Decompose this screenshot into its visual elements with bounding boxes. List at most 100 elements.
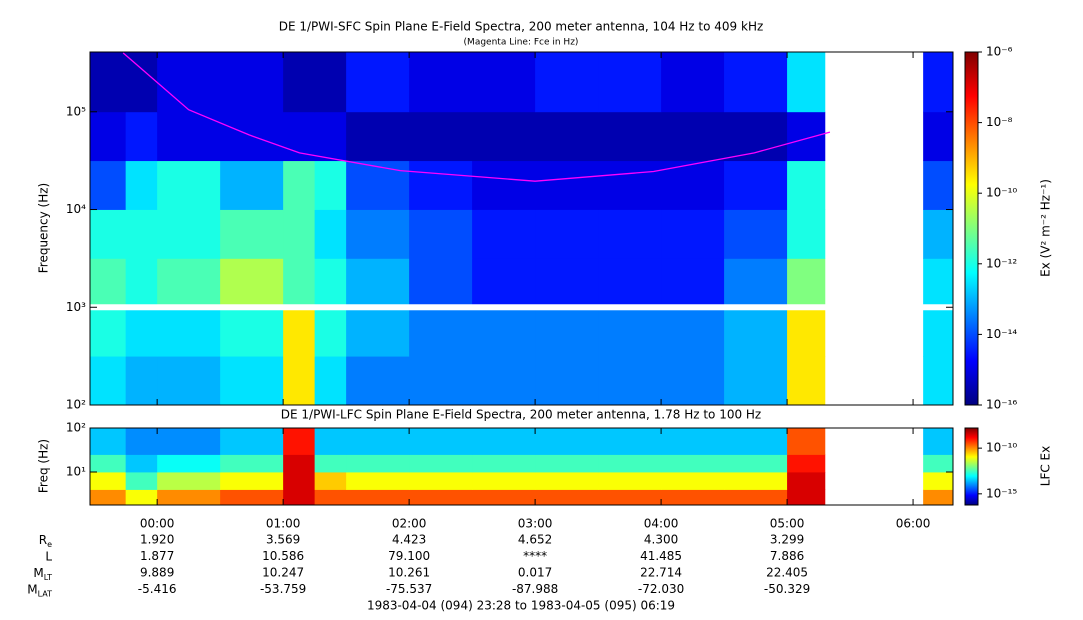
heatmap-cell <box>157 258 221 308</box>
heatmap-cell <box>220 209 284 259</box>
ephemeris-value: 3.299 <box>770 533 804 547</box>
heatmap-cell <box>661 472 725 490</box>
row-label-sub: LT <box>44 573 52 582</box>
ephemeris-value: 4.300 <box>644 533 678 547</box>
ephemeris-value: 4.423 <box>392 533 426 547</box>
heatmap-cell <box>472 52 536 113</box>
heatmap-cell <box>409 356 473 406</box>
heatmap-cell <box>283 472 316 490</box>
heatmap-cell <box>90 489 127 506</box>
heatmap-cell <box>923 258 954 308</box>
heatmap-cell <box>283 209 316 259</box>
x-tick-label: 02:00 <box>392 517 427 531</box>
heatmap-cell <box>661 454 725 473</box>
heatmap-cell <box>598 356 662 406</box>
y-axis-label: Freq (Hz) <box>37 439 51 493</box>
heatmap-cell <box>598 258 662 308</box>
ephemeris-value: 1.920 <box>140 533 174 547</box>
heatmap-cell <box>923 111 954 162</box>
ephemeris-value: 10.586 <box>262 549 304 563</box>
ephemeris-value: -72.030 <box>638 582 684 596</box>
heatmap-cell <box>125 472 158 490</box>
heatmap-cell <box>472 209 536 259</box>
y-tick-label: 10⁴ <box>66 202 86 216</box>
heatmap-cell <box>409 472 473 490</box>
ephemeris-value: -53.759 <box>260 582 306 596</box>
ephemeris-value: -87.988 <box>512 582 558 596</box>
heatmap-cell <box>125 489 158 506</box>
heatmap-cell <box>535 454 599 473</box>
heatmap-cell <box>787 307 826 357</box>
y-axis-label: Frequency (Hz) <box>37 183 51 274</box>
heatmap-cell <box>787 160 826 210</box>
colorbar <box>964 51 979 406</box>
x-tick-label: 04:00 <box>644 517 679 531</box>
plot-frame <box>89 427 954 506</box>
heatmap-cell <box>472 160 536 210</box>
heatmap-cell <box>787 489 826 506</box>
heatmap-cell <box>472 472 536 490</box>
heatmap-cell <box>314 428 347 455</box>
heatmap-cell <box>125 111 158 162</box>
y-tick-label: 10² <box>66 421 86 435</box>
ephemeris-value: -5.416 <box>138 582 177 596</box>
heatmap-cell <box>724 307 788 357</box>
heatmap-cell <box>346 307 410 357</box>
heatmap-cell <box>314 209 347 259</box>
colorbar-tick-label: 10⁻⁶ <box>986 45 1013 59</box>
heatmap-cell <box>724 428 788 455</box>
heatmap-cell <box>923 209 954 259</box>
colorbar-tick-label: 10⁻⁸ <box>986 115 1013 129</box>
heatmap-cell <box>314 52 347 113</box>
row-label-main: M <box>27 582 37 596</box>
row-label-sub: LAT <box>38 589 52 598</box>
heatmap-cell <box>787 111 826 162</box>
heatmap-cell <box>90 356 127 406</box>
heatmap-cell <box>535 428 599 455</box>
heatmap-cell <box>220 52 284 113</box>
ephemeris-value: 10.261 <box>388 566 430 580</box>
heatmap-cell <box>125 356 158 406</box>
y-tick-label: 10² <box>66 398 86 412</box>
chart-title: DE 1/PWI-LFC Spin Plane E-Field Spectra,… <box>281 408 761 422</box>
heatmap-cell <box>125 258 158 308</box>
heatmap-cell <box>598 52 662 113</box>
heatmap-cell <box>661 489 725 506</box>
heatmap-cell <box>724 209 788 259</box>
colorbar-tick-label: 10⁻¹⁵ <box>986 486 1017 500</box>
heatmap-cell <box>157 209 221 259</box>
heatmap-cell <box>661 209 725 259</box>
heatmap-cell <box>409 52 473 113</box>
heatmap-cell <box>125 160 158 210</box>
heatmap-cell <box>314 472 347 490</box>
heatmap-cell <box>346 258 410 308</box>
heatmap-cell <box>923 160 954 210</box>
heatmap-cell <box>535 52 599 113</box>
x-tick-label: 00:00 <box>140 517 175 531</box>
heatmap-cell <box>472 258 536 308</box>
ephemeris-value: 22.714 <box>640 566 682 580</box>
heatmap-cell <box>724 52 788 113</box>
heatmap-cell <box>661 307 725 357</box>
ephemeris-value: 9.889 <box>140 566 174 580</box>
row-label: Re <box>39 533 52 549</box>
heatmap-cell <box>535 489 599 506</box>
heatmap-cell <box>472 307 536 357</box>
heatmap-cell <box>283 356 316 406</box>
heatmap-cell <box>472 356 536 406</box>
heatmap-cell <box>157 160 221 210</box>
heatmap-cell <box>598 454 662 473</box>
heatmap-cell <box>923 472 954 490</box>
heatmap-cell <box>125 454 158 473</box>
heatmap-cell <box>724 258 788 308</box>
heatmap-cell <box>535 111 599 162</box>
heatmap-cell <box>125 307 158 357</box>
heatmap-cell <box>535 472 599 490</box>
heatmap-cell <box>283 489 316 506</box>
plot-frame <box>89 51 954 406</box>
heatmap-cell <box>157 111 221 162</box>
heatmap-cell <box>787 454 826 473</box>
heatmap-cell <box>314 111 347 162</box>
heatmap-cell <box>409 428 473 455</box>
heatmap-cell <box>314 160 347 210</box>
